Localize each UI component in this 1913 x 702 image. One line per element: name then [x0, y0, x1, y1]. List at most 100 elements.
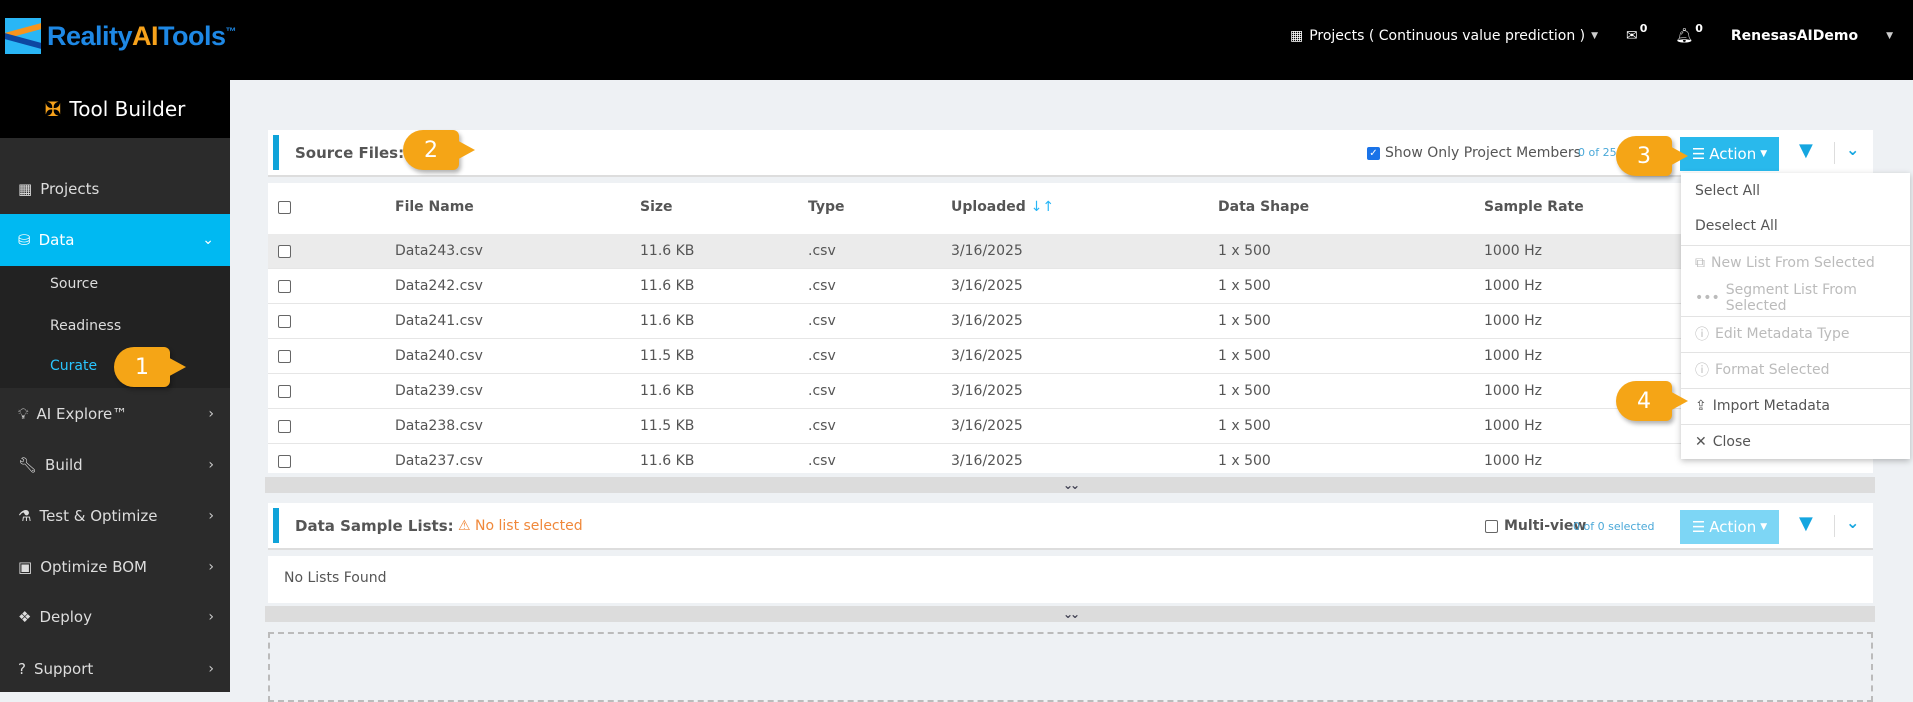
cell-sample-rate: 1000 Hz — [1484, 418, 1542, 434]
database-icon: ⛁ — [18, 231, 31, 249]
chevron-down-icon[interactable]: ⌄ — [1846, 513, 1860, 532]
cell-size: 11.5 KB — [640, 418, 695, 434]
row-checkbox[interactable] — [278, 350, 291, 363]
table-row[interactable] — [268, 304, 1873, 339]
row-checkbox[interactable] — [278, 455, 291, 468]
callout-3: 3 — [1616, 136, 1688, 176]
sidebar-item-optimize-bom[interactable]: ▣ Optimize BOM › — [0, 542, 230, 592]
multiview-checkbox[interactable]: Multi-view — [1485, 518, 1586, 534]
sidebar-item-support[interactable]: ? Support › — [0, 644, 230, 694]
sidebar-item-test-optimize[interactable]: ⚗ Test & Optimize › — [0, 491, 230, 541]
logo[interactable]: RealityAITools™ — [5, 18, 237, 54]
sidebar-sub-curate[interactable]: Curate — [50, 358, 98, 374]
select-all-checkbox[interactable] — [278, 201, 291, 214]
menu-label: Deselect All — [1695, 217, 1778, 234]
sample-lists-body: No Lists Found — [268, 556, 1873, 603]
row-checkbox[interactable] — [278, 385, 291, 398]
sidebar-item-data[interactable]: ⛁ Data ⌄ — [0, 214, 230, 266]
selected-count: 0 of 250 — [1578, 146, 1624, 159]
row-checkbox[interactable] — [278, 245, 291, 258]
menu-item-close[interactable]: ✕ Close — [1681, 424, 1910, 459]
no-lists-text: No Lists Found — [284, 570, 387, 586]
cell-data-shape: 1 x 500 — [1218, 278, 1271, 294]
table-row[interactable] — [268, 234, 1873, 269]
cell-size: 11.6 KB — [640, 453, 695, 469]
resize-handle[interactable]: ⌄⌄ — [265, 606, 1875, 622]
menu-item-edit-metadata-type[interactable]: ⓘ Edit Metadata Type — [1681, 316, 1910, 351]
column-header-type[interactable]: Type — [808, 199, 845, 215]
menu-item-deselect-all[interactable]: Deselect All — [1681, 208, 1910, 243]
table-row[interactable] — [268, 409, 1873, 444]
sidebar-item-ai-explore[interactable]: 💡︎ AI Explore™ › — [0, 389, 230, 439]
cell-type: .csv — [808, 348, 836, 364]
top-bar: RealityAITools™ ▦ Projects ( Continuous v… — [0, 0, 1913, 80]
chevron-right-icon: › — [208, 661, 214, 677]
projects-dropdown[interactable]: ▦ Projects ( Continuous value prediction … — [1290, 28, 1598, 44]
menu-item-import-metadata[interactable]: ⇪ Import Metadata — [1681, 388, 1910, 423]
sidebar-item-projects[interactable]: ▦ Projects — [0, 164, 230, 214]
cell-data-shape: 1 x 500 — [1218, 383, 1271, 399]
logo-tm: ™ — [225, 25, 237, 38]
filter-icon[interactable]: ▼ — [1799, 513, 1813, 534]
column-header-data-shape[interactable]: Data Shape — [1218, 199, 1310, 215]
cell-data-shape: 1 x 500 — [1218, 453, 1271, 469]
cell-size: 11.6 KB — [640, 383, 695, 399]
resize-handle[interactable]: ⌄⌄ — [265, 477, 1875, 493]
table-row[interactable] — [268, 339, 1873, 374]
sidebar-sub-readiness[interactable]: Readiness — [50, 318, 122, 334]
cell-type: .csv — [808, 313, 836, 329]
callout-4: 4 — [1616, 381, 1688, 421]
sidebar-sub-source[interactable]: Source — [50, 276, 99, 292]
column-header-file-name[interactable]: File Name — [395, 199, 474, 215]
menu-item-segment-list[interactable]: ••• Segment List From Selected — [1681, 280, 1910, 315]
menu-item-select-all[interactable]: Select All — [1681, 173, 1910, 208]
notifications-button[interactable]: 🔔︎ 0 — [1675, 22, 1702, 45]
filter-icon[interactable]: ▼ — [1799, 140, 1813, 161]
cell-type: .csv — [808, 418, 836, 434]
chevron-down-icon[interactable]: ⌄ — [1846, 140, 1860, 159]
table-row[interactable] — [268, 444, 1873, 479]
divider — [1681, 424, 1910, 425]
sidebar-label: Data — [38, 231, 75, 249]
menu-label: Close — [1712, 433, 1751, 450]
cell-file-name: Data237.csv — [395, 453, 483, 469]
table-row[interactable] — [268, 269, 1873, 304]
cell-size: 11.6 KB — [640, 243, 695, 259]
column-header-size[interactable]: Size — [640, 199, 673, 215]
action-button[interactable]: ☰ Action ▼ — [1680, 137, 1779, 171]
caret-down-icon: ▼ — [1760, 522, 1768, 532]
action-label: Action — [1709, 145, 1757, 163]
divider — [1834, 142, 1835, 164]
chevron-down-icon: ⌄ — [202, 232, 214, 248]
callout-1: 1 — [114, 347, 186, 387]
column-header-uploaded[interactable]: Uploaded ↓↑ — [951, 199, 1054, 215]
sidebar-item-deploy[interactable]: ❖ Deploy › — [0, 592, 230, 642]
cell-sample-rate: 1000 Hz — [1484, 243, 1542, 259]
caret-down-icon: ▼ — [1886, 31, 1893, 41]
sample-lists-title: Data Sample Lists: — [295, 516, 454, 535]
row-checkbox[interactable] — [278, 315, 291, 328]
cell-type: .csv — [808, 243, 836, 259]
cell-uploaded: 3/16/2025 — [951, 453, 1023, 469]
row-checkbox[interactable] — [278, 280, 291, 293]
sidebar-item-build[interactable]: 🔧︎ Build › — [0, 440, 230, 490]
wrench-icon: 🔧︎ — [18, 456, 38, 474]
menu-item-format-selected[interactable]: ⓘ Format Selected — [1681, 352, 1910, 387]
no-list-warning: ⚠ No list selected — [458, 518, 583, 534]
action-button-disabled[interactable]: ☰ Action ▼ — [1680, 510, 1779, 544]
messages-button[interactable]: ✉ 0 — [1626, 22, 1647, 45]
divider — [1681, 245, 1910, 246]
show-members-checkbox[interactable]: ✓ Show Only Project Members — [1367, 145, 1581, 161]
menu-label: Edit Metadata Type — [1715, 325, 1850, 342]
lightbulb-icon: 💡︎ — [18, 405, 29, 423]
cell-file-name: Data241.csv — [395, 313, 483, 329]
cubes-icon: ❖ — [18, 608, 32, 626]
table-row[interactable] — [268, 374, 1873, 409]
menu-label: Import Metadata — [1712, 397, 1830, 414]
user-menu[interactable]: RenesasAIDemo ▼ — [1731, 28, 1893, 44]
menu-item-new-list[interactable]: ⧉ New List From Selected — [1681, 245, 1910, 280]
cell-file-name: Data242.csv — [395, 278, 483, 294]
row-checkbox[interactable] — [278, 420, 291, 433]
column-header-sample-rate[interactable]: Sample Rate — [1484, 199, 1584, 215]
cell-uploaded: 3/16/2025 — [951, 383, 1023, 399]
